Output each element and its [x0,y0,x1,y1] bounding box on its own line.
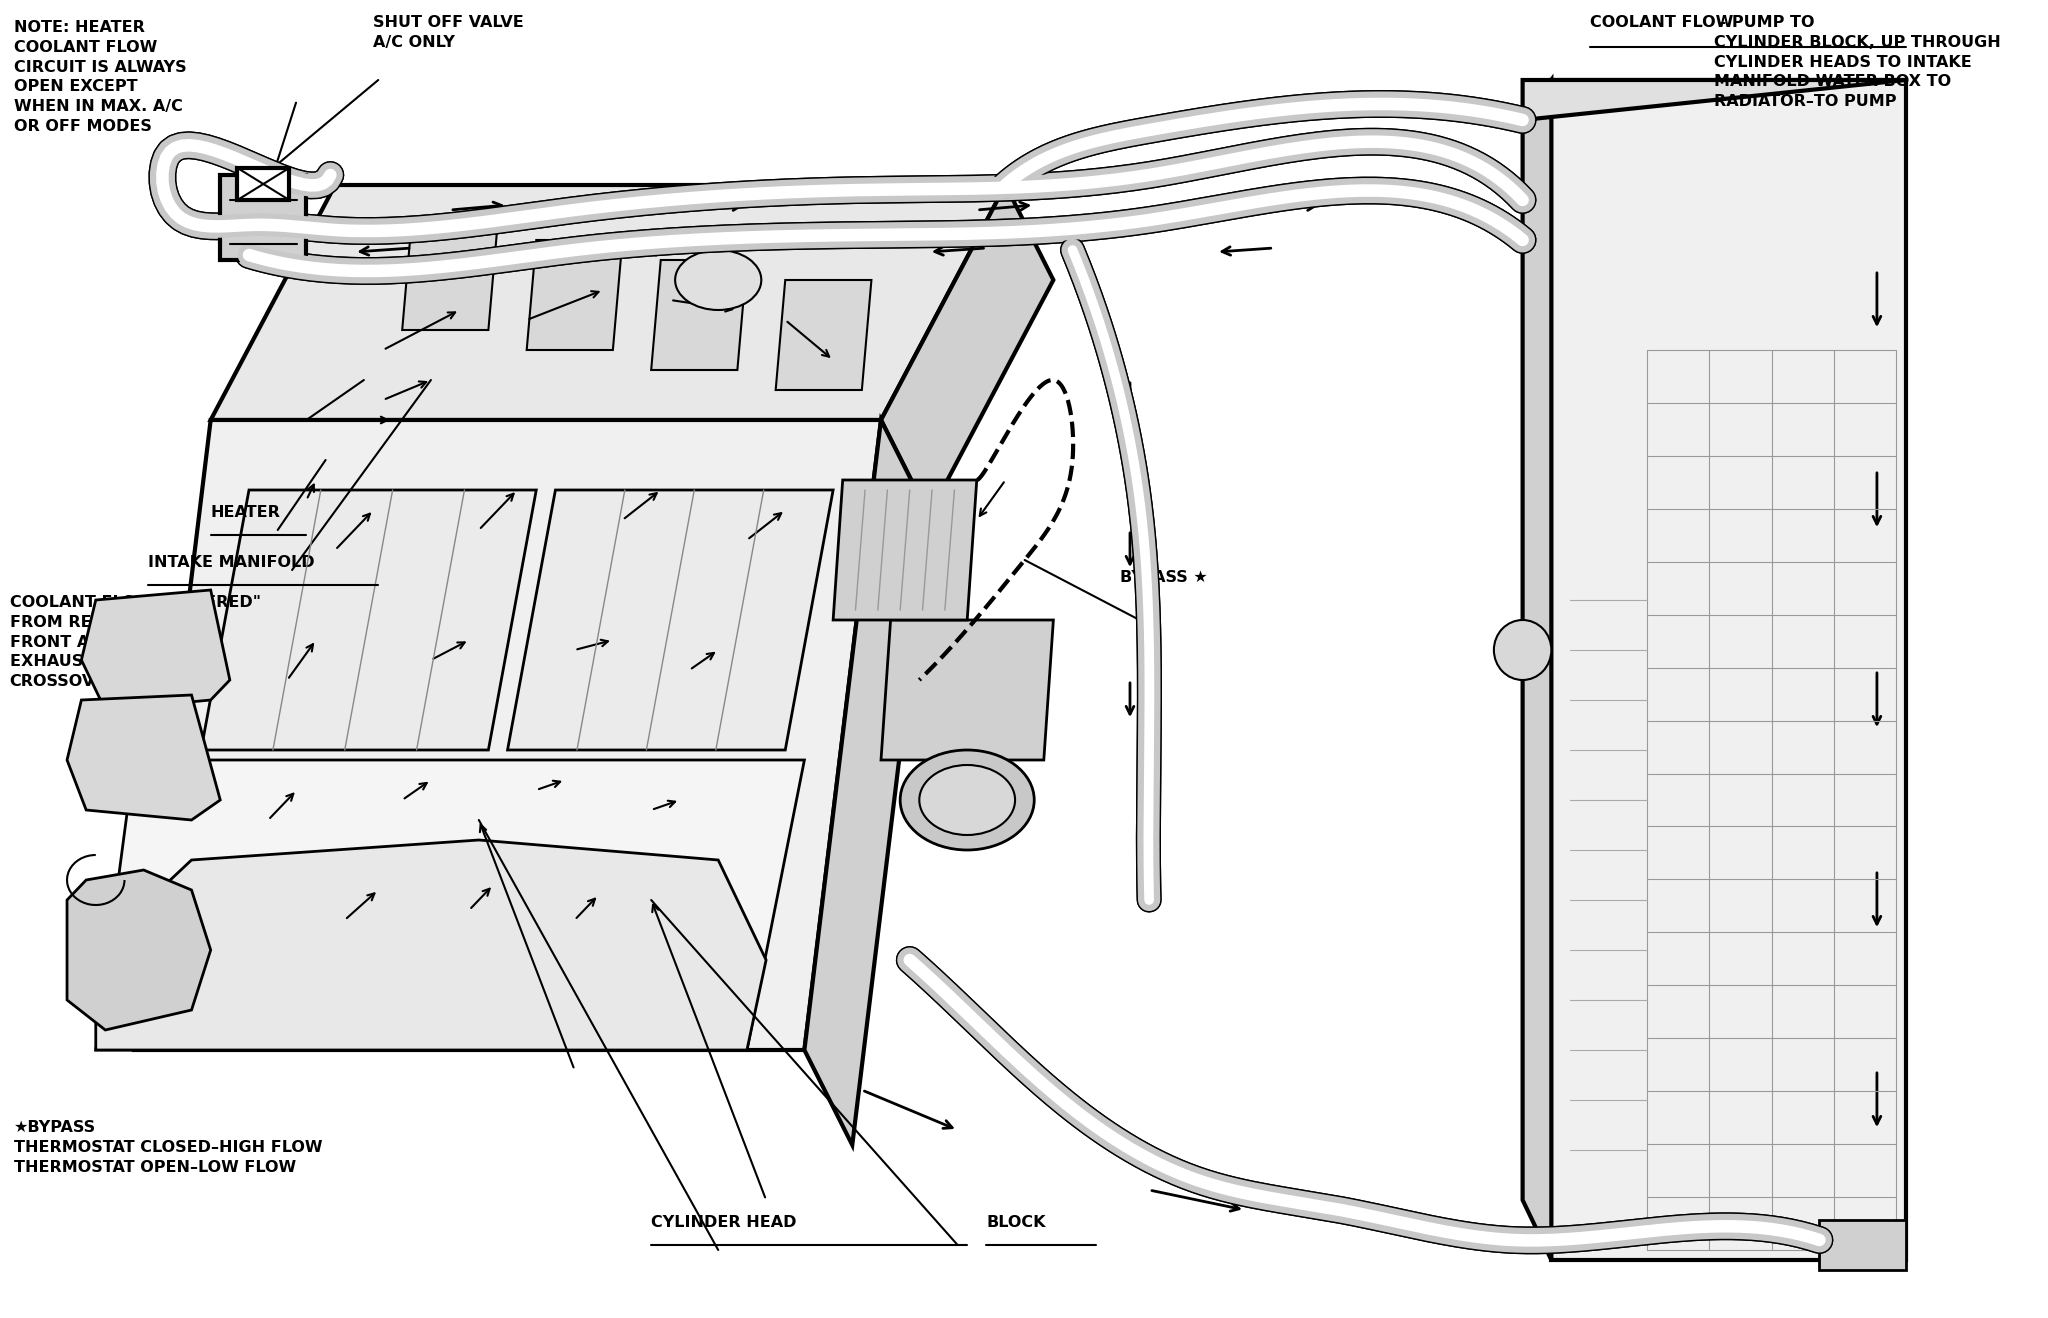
Polygon shape [401,220,498,330]
Ellipse shape [676,250,762,310]
Text: CYLINDER HEAD: CYLINDER HEAD [651,1215,797,1230]
Polygon shape [238,167,289,200]
Polygon shape [881,185,1053,515]
Polygon shape [1522,80,1550,1260]
Text: BYPASS ★: BYPASS ★ [1120,569,1208,585]
Polygon shape [68,695,221,820]
Polygon shape [1522,80,1905,120]
Text: COOLANT FLOW "METERED"
FROM REAR TO
FRONT AND BELOW
EXHAUST HEAT
CROSSOVER: COOLANT FLOW "METERED" FROM REAR TO FRON… [10,594,260,689]
Polygon shape [211,185,1006,420]
Text: - PUMP TO
CYLINDER BLOCK, UP THROUGH
CYLINDER HEADS TO INTAKE
MANIFOLD WATER BOX: - PUMP TO CYLINDER BLOCK, UP THROUGH CYL… [1714,14,2001,109]
Polygon shape [776,279,872,390]
Ellipse shape [901,750,1034,850]
Polygon shape [508,490,834,750]
Polygon shape [201,490,537,750]
Text: ★BYPASS
THERMOSTAT CLOSED–HIGH FLOW
THERMOSTAT OPEN–LOW FLOW: ★BYPASS THERMOSTAT CLOSED–HIGH FLOW THER… [14,1120,324,1174]
Polygon shape [1819,1220,1905,1271]
Text: NOTE: HEATER
COOLANT FLOW
CIRCUIT IS ALWAYS
OPEN EXCEPT
WHEN IN MAX. A/C
OR OFF : NOTE: HEATER COOLANT FLOW CIRCUIT IS ALW… [14,20,186,134]
Circle shape [1493,619,1550,680]
Polygon shape [881,619,1053,760]
Polygon shape [133,420,881,1050]
Text: BLOCK: BLOCK [987,1215,1047,1230]
Polygon shape [834,480,977,619]
Text: INTAKE MANIFOLD: INTAKE MANIFOLD [147,555,315,569]
Polygon shape [82,590,229,710]
Text: HEATER: HEATER [211,505,281,521]
Polygon shape [651,260,748,370]
Polygon shape [96,840,766,1050]
Polygon shape [805,420,930,1145]
Text: COOLANT FLOW: COOLANT FLOW [1589,14,1733,30]
Polygon shape [68,870,211,1029]
Text: SHUT OFF VALVE
A/C ONLY: SHUT OFF VALVE A/C ONLY [373,14,524,50]
Polygon shape [221,175,307,260]
Polygon shape [526,240,623,351]
Bar [1550,80,1905,1260]
Ellipse shape [920,764,1016,836]
Polygon shape [96,760,805,1050]
